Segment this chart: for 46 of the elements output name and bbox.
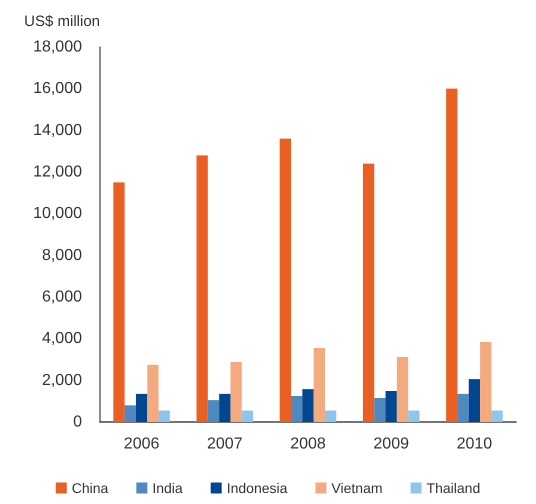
bar [446, 88, 458, 422]
x-tick-label: 2007 [207, 436, 243, 452]
y-tick-label: 2,000 [42, 372, 82, 389]
y-tick-label: 18,000 [33, 38, 82, 56]
bar [491, 410, 503, 422]
x-tick-label: 2006 [124, 436, 160, 452]
bar [480, 342, 492, 422]
bar [158, 410, 170, 422]
y-tick-label: 16,000 [33, 80, 82, 98]
bar [291, 396, 302, 422]
y-tick-label: 4,000 [42, 330, 82, 348]
y-tick-label: 6,000 [42, 288, 82, 306]
bar [314, 348, 325, 422]
bar [408, 410, 420, 422]
x-tick-label: 2008 [290, 436, 326, 452]
bar [147, 364, 159, 422]
legend-label: Indonesia [226, 480, 288, 496]
bar [230, 362, 242, 422]
bar [196, 155, 208, 422]
bar [124, 405, 136, 422]
legend-label: India [152, 480, 183, 496]
bar [208, 400, 220, 422]
bar [374, 398, 386, 422]
legend-label: China [72, 480, 109, 496]
x-tick-label: 2009 [373, 436, 410, 452]
bar [396, 357, 408, 422]
bar [280, 138, 292, 422]
bar [242, 410, 254, 422]
bar [302, 389, 314, 422]
y-tick-label: 0 [73, 414, 82, 430]
bar [468, 379, 480, 422]
y-tick-label: 10,000 [33, 205, 82, 222]
y-tick-label: 12,000 [33, 164, 82, 180]
y-tick-label: 14,000 [33, 122, 82, 139]
bar [324, 410, 336, 422]
bar [219, 394, 230, 422]
bar [113, 182, 125, 422]
bar [386, 390, 397, 422]
legend-label: Thailand [426, 480, 480, 496]
y-axis-title: US$ million [24, 13, 100, 30]
x-tick-label: 2010 [456, 436, 492, 452]
bar [362, 164, 374, 422]
bar [136, 394, 148, 422]
legend-label: Vietnam [331, 480, 383, 496]
bar [457, 394, 469, 422]
y-tick-label: 8,000 [42, 246, 82, 264]
